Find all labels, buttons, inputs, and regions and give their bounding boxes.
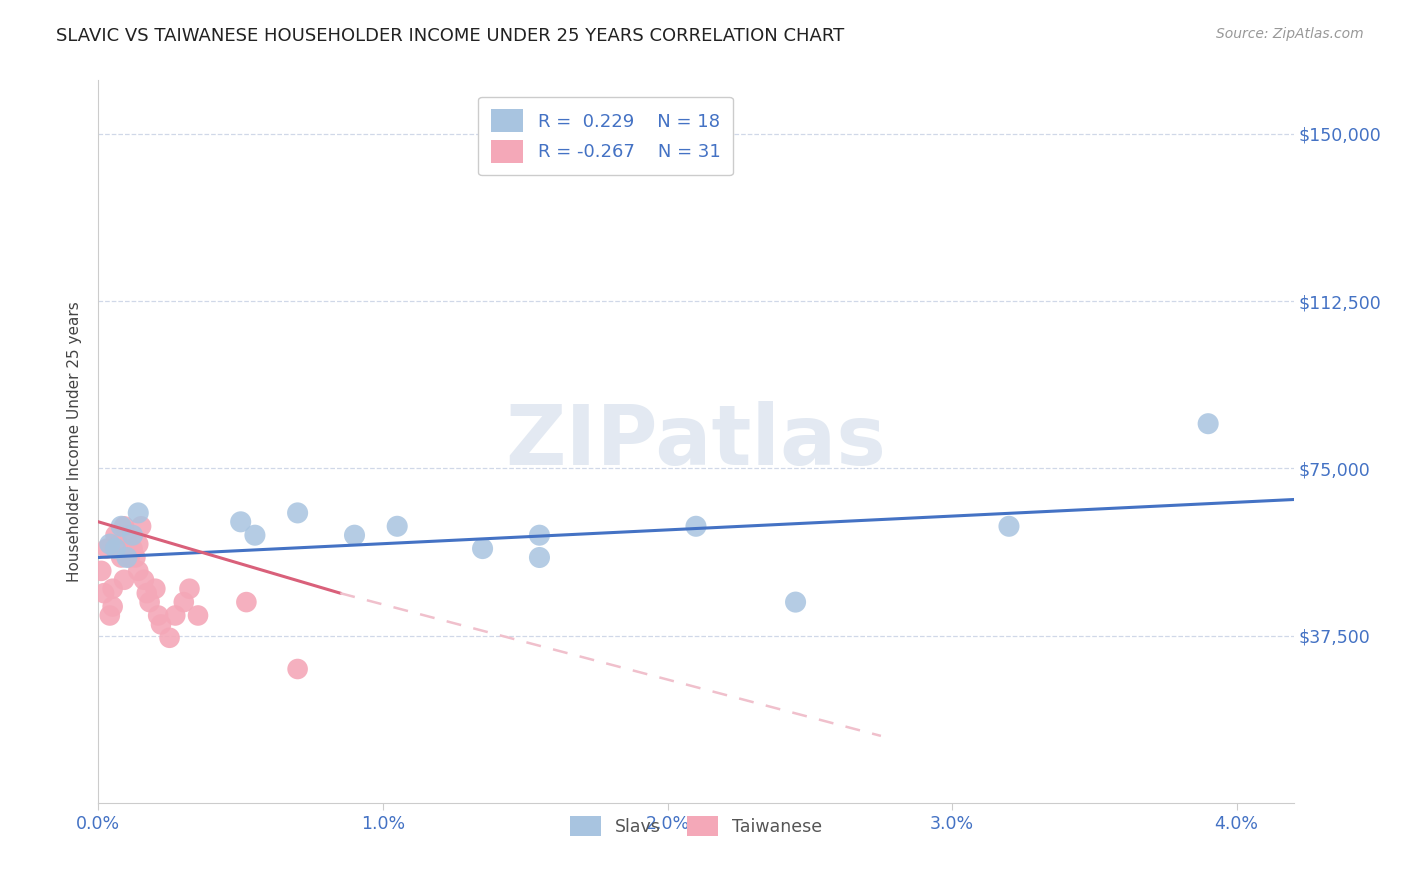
Point bbox=[785, 595, 807, 609]
Point bbox=[135, 586, 157, 600]
Point bbox=[187, 608, 209, 623]
Point bbox=[101, 582, 124, 596]
Point bbox=[115, 550, 138, 565]
Point bbox=[471, 541, 494, 556]
Point bbox=[101, 599, 124, 614]
Legend: Slavs, Taiwanese: Slavs, Taiwanese bbox=[561, 807, 831, 845]
Point bbox=[127, 506, 149, 520]
Point bbox=[112, 573, 135, 587]
Point bbox=[98, 537, 121, 551]
Point bbox=[529, 550, 551, 565]
Y-axis label: Householder Income Under 25 years: Householder Income Under 25 years bbox=[67, 301, 83, 582]
Text: Source: ZipAtlas.com: Source: ZipAtlas.com bbox=[1216, 27, 1364, 41]
Point bbox=[150, 617, 173, 632]
Text: SLAVIC VS TAIWANESE HOUSEHOLDER INCOME UNDER 25 YEARS CORRELATION CHART: SLAVIC VS TAIWANESE HOUSEHOLDER INCOME U… bbox=[56, 27, 845, 45]
Point bbox=[104, 541, 127, 556]
Text: ZIPatlas: ZIPatlas bbox=[506, 401, 886, 482]
Point bbox=[287, 506, 309, 520]
Point bbox=[121, 541, 143, 556]
Point bbox=[110, 550, 132, 565]
Point bbox=[998, 519, 1021, 533]
Point bbox=[343, 528, 366, 542]
Point bbox=[93, 586, 115, 600]
Point bbox=[229, 515, 252, 529]
Point bbox=[110, 519, 132, 533]
Point bbox=[685, 519, 707, 533]
Point bbox=[118, 550, 141, 565]
Point bbox=[1197, 417, 1219, 431]
Point bbox=[112, 519, 135, 533]
Point bbox=[132, 573, 155, 587]
Point bbox=[148, 608, 170, 623]
Point bbox=[143, 582, 166, 596]
Point bbox=[138, 595, 160, 609]
Point bbox=[129, 519, 152, 533]
Point bbox=[121, 528, 143, 542]
Point bbox=[165, 608, 187, 623]
Point bbox=[529, 528, 551, 542]
Point bbox=[98, 608, 121, 623]
Point bbox=[90, 564, 112, 578]
Point bbox=[179, 582, 201, 596]
Point bbox=[243, 528, 266, 542]
Point bbox=[287, 662, 309, 676]
Point bbox=[235, 595, 257, 609]
Point bbox=[127, 564, 149, 578]
Point bbox=[159, 631, 181, 645]
Point bbox=[115, 528, 138, 542]
Point bbox=[173, 595, 195, 609]
Point bbox=[107, 537, 129, 551]
Point bbox=[385, 519, 409, 533]
Point bbox=[96, 541, 118, 556]
Point bbox=[104, 528, 127, 542]
Point bbox=[124, 550, 146, 565]
Point bbox=[127, 537, 149, 551]
